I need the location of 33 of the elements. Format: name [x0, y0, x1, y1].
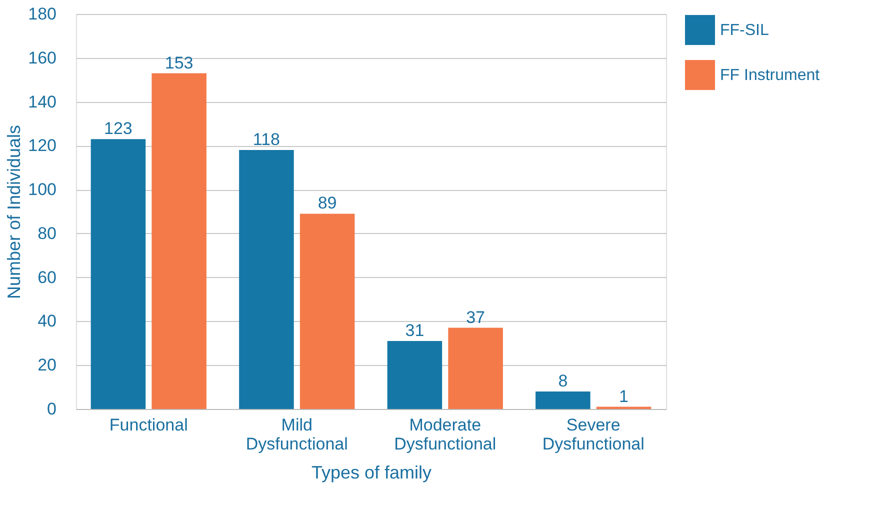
data-label: 1 — [619, 386, 629, 406]
legend-label: FF Instrument — [720, 67, 820, 84]
y-tick-label: 100 — [28, 180, 56, 200]
y-tick-label: 180 — [28, 4, 56, 24]
data-label: 123 — [104, 119, 132, 138]
y-tick-label: 80 — [38, 224, 56, 243]
y-tick-label: 120 — [28, 136, 56, 156]
x-tick-label: Moderate Dysfunctional — [394, 416, 496, 454]
x-tick-label: Functional — [109, 416, 188, 434]
data-label: 118 — [252, 130, 280, 150]
y-tick-label: 140 — [28, 92, 56, 112]
y-tick-label: 160 — [28, 48, 56, 68]
bar — [90, 139, 146, 409]
x-tick-label: Mild Dysfunctional — [246, 416, 348, 454]
data-label: 153 — [164, 53, 194, 72]
bar — [387, 340, 442, 409]
data-label: 8 — [558, 371, 568, 390]
y-axis-title: Number of Individuals — [4, 124, 24, 300]
bar — [536, 391, 590, 409]
bar — [300, 214, 355, 409]
y-tick-label: 0 — [47, 400, 56, 418]
bar — [152, 73, 206, 409]
y-tick-label: 20 — [38, 356, 56, 375]
y-tick-label: 60 — [38, 268, 56, 287]
legend-label: FF-SIL — [720, 22, 769, 39]
x-tick-label: Severe Dysfunctional — [542, 416, 644, 454]
bar — [448, 328, 503, 409]
y-tick-label: 40 — [38, 312, 56, 331]
data-label: 37 — [466, 308, 486, 327]
bar — [239, 150, 294, 409]
data-label: 31 — [405, 320, 424, 340]
x-axis-title: Types of family — [311, 462, 432, 482]
data-label: 89 — [318, 194, 337, 213]
